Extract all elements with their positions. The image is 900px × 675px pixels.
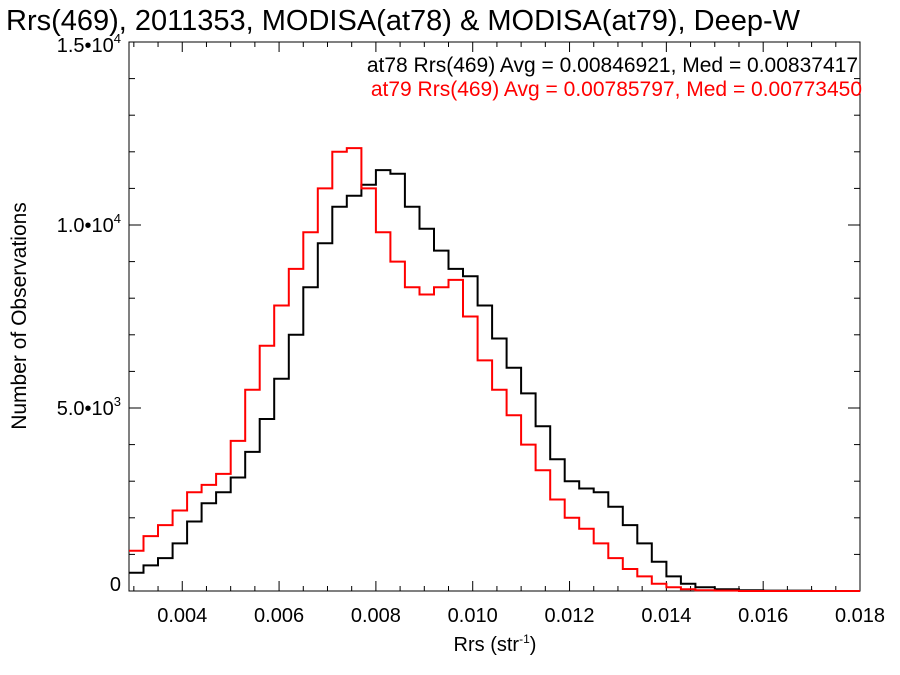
x-tick-label: 0.004 bbox=[157, 605, 207, 627]
chart-title: Rrs(469), 2011353, MODISA(at78) & MODISA… bbox=[6, 5, 801, 37]
x-tick-label: 0.012 bbox=[545, 605, 595, 627]
x-tick-label: 0.018 bbox=[835, 605, 885, 627]
x-tick-label: 0.006 bbox=[254, 605, 304, 627]
y-tick-label: 1.0•104 bbox=[57, 211, 121, 237]
plot-axes bbox=[128, 41, 861, 592]
x-tick-label: 0.016 bbox=[738, 605, 788, 627]
y-axis-ticks: 0 5.0•103 1.0•104 1.5•104 bbox=[57, 31, 860, 596]
series-at78-line bbox=[129, 169, 860, 592]
annotation-at79: at79 Rrs(469) Avg = 0.00785797, Med = 0.… bbox=[371, 78, 862, 101]
y-tick-label: 1.5•104 bbox=[57, 31, 121, 57]
x-tick-label: 0.014 bbox=[641, 605, 691, 627]
y-tick-label: 5.0•103 bbox=[57, 394, 121, 420]
plot-frame bbox=[128, 41, 861, 592]
y-axis-label: Number of Observations bbox=[8, 202, 31, 430]
x-axis-ticks: 0.004 0.006 0.008 0.010 0.012 0.014 0.016 0.018 bbox=[133, 42, 885, 627]
annotation-at78: at78 Rrs(469) Avg = 0.00846921, Med = 0.… bbox=[367, 54, 858, 77]
x-tick-label: 0.010 bbox=[448, 605, 498, 627]
x-axis-label: Rrs (str-1) bbox=[454, 632, 537, 656]
x-tick-label: 0.008 bbox=[351, 605, 401, 627]
y-tick-label: 0 bbox=[110, 574, 121, 596]
series-at79-line bbox=[129, 147, 860, 592]
histogram-series bbox=[129, 147, 860, 592]
